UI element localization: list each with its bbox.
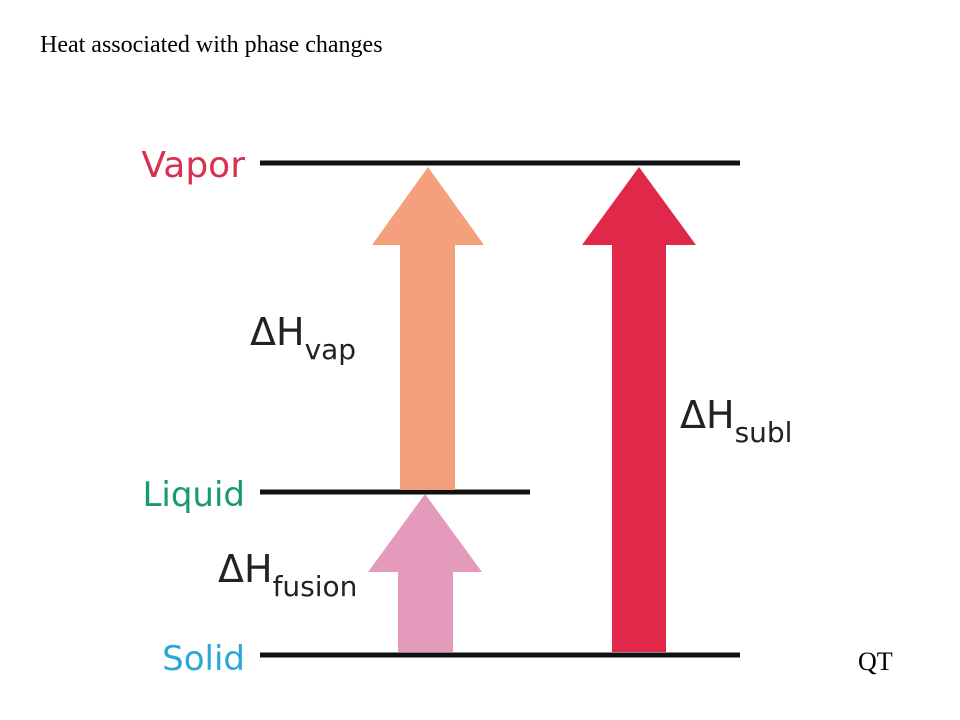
symbol: ΔH: [680, 393, 735, 437]
arrow-label: ΔHfusion: [218, 547, 357, 603]
subscript: subl: [735, 416, 793, 449]
symbol: ΔH: [218, 547, 273, 591]
sublimation-arrow: [582, 167, 696, 652]
level-label: Solid: [162, 639, 245, 679]
fusion-arrow: [368, 494, 482, 652]
vaporization-arrow: [372, 167, 484, 490]
level-label: Liquid: [142, 475, 245, 515]
corner-label: QT: [858, 647, 893, 676]
subscript: fusion: [273, 570, 358, 603]
slide-title: Heat associated with phase changes: [40, 32, 383, 58]
arrow-label: ΔHsubl: [680, 393, 792, 449]
subscript: vap: [305, 333, 357, 366]
level-label: Vapor: [141, 145, 245, 186]
symbol: ΔH: [250, 310, 305, 354]
arrow-label: ΔHvap: [250, 310, 356, 366]
